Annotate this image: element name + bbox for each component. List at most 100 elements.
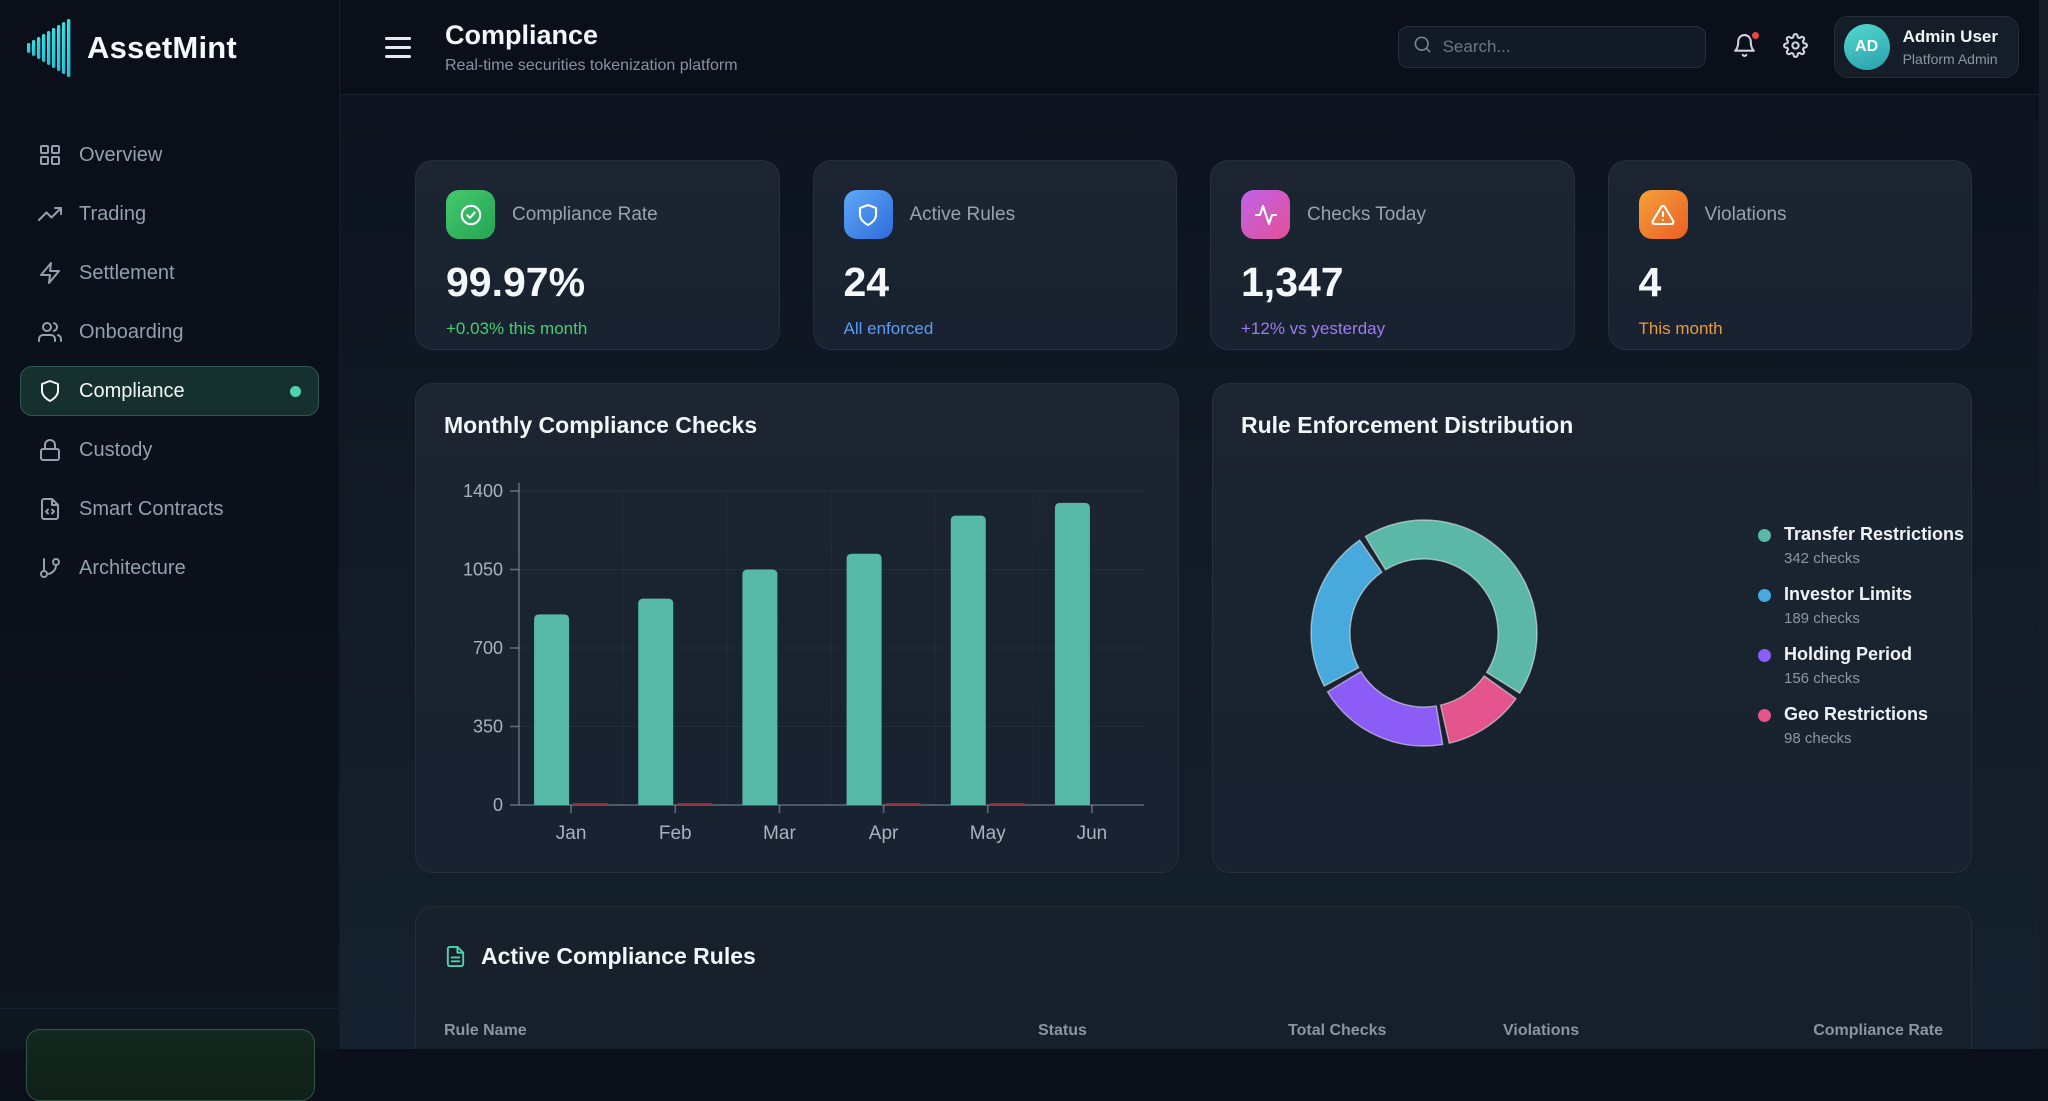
stat-value: 99.97%	[446, 259, 749, 306]
svg-text:700: 700	[473, 638, 503, 658]
donut-chart-card: Rule Enforcement Distribution Transfer R…	[1212, 383, 1972, 873]
sidebar-item-label: Settlement	[79, 262, 175, 285]
table-column-header: Rule Name	[444, 1022, 1038, 1040]
notification-badge	[1750, 30, 1761, 41]
file-code-icon	[38, 497, 62, 521]
stat-value: 1,347	[1241, 259, 1544, 306]
user-menu[interactable]: AD Admin User Platform Admin	[1834, 16, 2019, 78]
legend-label: Geo Restrictions	[1784, 704, 1928, 725]
users-icon	[38, 320, 62, 344]
sidebar-item-label: Overview	[79, 144, 162, 167]
activity-icon	[1241, 190, 1290, 239]
stat-label: Violations	[1705, 204, 1787, 226]
check-circle-icon	[446, 190, 495, 239]
sidebar-item-custody[interactable]: Custody	[20, 425, 319, 475]
legend-text: Transfer Restrictions 342 checks	[1784, 524, 1964, 567]
stat-note: +12% vs yesterday	[1241, 319, 1544, 339]
rules-table-title: Active Compliance Rules	[481, 943, 756, 970]
stat-card-header: Active Rules	[844, 190, 1147, 239]
zap-icon	[38, 261, 62, 285]
table-column-header: Total Checks	[1288, 1022, 1503, 1040]
svg-text:Apr: Apr	[869, 823, 899, 844]
grid-icon	[38, 143, 62, 167]
svg-text:0: 0	[493, 795, 503, 815]
legend-label: Holding Period	[1784, 644, 1912, 665]
legend-value: 342 checks	[1784, 550, 1964, 567]
lock-icon	[38, 438, 62, 462]
legend-dot	[1758, 529, 1771, 542]
sidebar-item-smart-contracts[interactable]: Smart Contracts	[20, 484, 319, 534]
settings-button[interactable]	[1783, 33, 1808, 61]
stat-note: All enforced	[844, 319, 1147, 339]
donut-chart-svg	[1293, 502, 1555, 764]
stat-card-header: Compliance Rate	[446, 190, 749, 239]
page-subtitle: Real-time securities tokenization platfo…	[445, 57, 738, 75]
sidebar-item-settlement[interactable]: Settlement	[20, 248, 319, 298]
stat-label: Compliance Rate	[512, 204, 658, 226]
brand-logo: AssetMint	[0, 0, 339, 95]
search-icon	[1413, 35, 1432, 59]
menu-icon[interactable]	[385, 34, 419, 60]
donut-chart-title: Rule Enforcement Distribution	[1241, 412, 1943, 439]
legend-item: Transfer Restrictions 342 checks	[1758, 524, 1964, 567]
legend-label: Transfer Restrictions	[1784, 524, 1964, 545]
stat-card-compliance-rate: Compliance Rate 99.97% +0.03% this month	[415, 160, 780, 350]
svg-text:Jan: Jan	[556, 823, 587, 844]
stat-label: Checks Today	[1307, 204, 1426, 226]
sidebar-nav: Overview Trading Settlement Onboarding Compl…	[0, 95, 339, 593]
scrollbar[interactable]	[2039, 0, 2048, 1049]
search-input[interactable]	[1443, 37, 1691, 57]
top-header: Compliance Real-time securities tokeniza…	[340, 0, 2048, 95]
search-box	[1398, 26, 1706, 68]
legend-value: 98 checks	[1784, 730, 1928, 747]
svg-text:1400: 1400	[463, 481, 503, 501]
legend-text: Geo Restrictions 98 checks	[1784, 704, 1928, 747]
stat-note: +0.03% this month	[446, 319, 749, 339]
sidebar-divider	[0, 1008, 339, 1009]
sidebar-item-onboarding[interactable]: Onboarding	[20, 307, 319, 357]
sidebar-item-label: Custody	[79, 439, 152, 462]
stat-label: Active Rules	[910, 204, 1016, 226]
main-content: Compliance Rate 99.97% +0.03% this month Ac…	[340, 95, 2048, 1049]
svg-text:1050: 1050	[463, 560, 503, 580]
avatar: AD	[1844, 24, 1890, 70]
user-name: Admin User	[1903, 27, 1998, 47]
legend-dot	[1758, 709, 1771, 722]
sidebar-item-compliance[interactable]: Compliance	[20, 366, 319, 416]
notifications-button[interactable]	[1732, 33, 1757, 61]
stat-card-header: Checks Today	[1241, 190, 1544, 239]
sidebar-item-architecture[interactable]: Architecture	[20, 543, 319, 593]
page-title: Compliance	[445, 20, 738, 51]
bar-chart-title: Monthly Compliance Checks	[444, 412, 1150, 439]
donut-legend: Transfer Restrictions 342 checks Investor …	[1758, 524, 1964, 747]
legend-dot	[1758, 649, 1771, 662]
legend-value: 156 checks	[1784, 670, 1912, 687]
table-column-header: Status	[1038, 1022, 1288, 1040]
sidebar: AssetMint Overview Trading Settlement Onboa…	[0, 0, 340, 1049]
trending-up-icon	[38, 202, 62, 226]
legend-label: Investor Limits	[1784, 584, 1912, 605]
header-actions: AD Admin User Platform Admin	[1398, 16, 2019, 78]
sidebar-status-widget	[26, 1029, 315, 1101]
waveform-icon	[26, 19, 72, 77]
sidebar-item-overview[interactable]: Overview	[20, 130, 319, 180]
user-role: Platform Admin	[1903, 51, 1998, 67]
sidebar-item-trading[interactable]: Trading	[20, 189, 319, 239]
stat-card-header: Violations	[1639, 190, 1942, 239]
shield-icon	[844, 190, 893, 239]
stat-card-checks-today: Checks Today 1,347 +12% vs yesterday	[1210, 160, 1575, 350]
file-text-icon	[444, 945, 467, 968]
stat-value: 4	[1639, 259, 1942, 306]
alert-triangle-icon	[1639, 190, 1688, 239]
svg-text:Feb: Feb	[659, 823, 692, 844]
svg-text:Mar: Mar	[763, 823, 796, 844]
stat-value: 24	[844, 259, 1147, 306]
